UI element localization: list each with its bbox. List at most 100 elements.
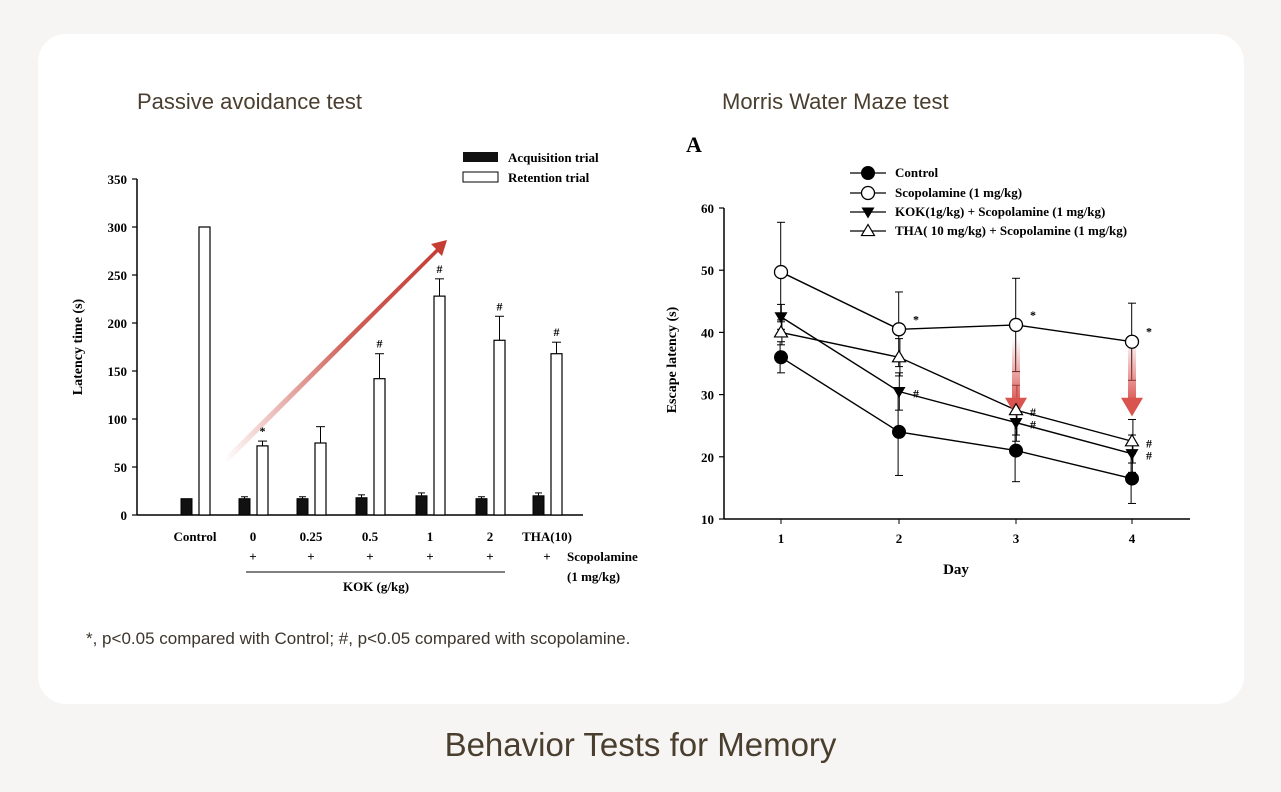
line-x-tick-label: 4: [1129, 531, 1136, 546]
content-card: [38, 34, 1244, 704]
panel-letter-label: A: [686, 132, 702, 157]
series-marker: [774, 350, 788, 365]
retention-bar: [256, 445, 269, 516]
passive-avoidance-title: Passive avoidance test: [137, 89, 363, 114]
series-marker: [773, 264, 789, 280]
bar-category-label: 0.25: [300, 529, 323, 544]
retention-significance-mark: #: [377, 337, 383, 351]
bar-category-label: 1: [427, 529, 434, 544]
bar-category-label: Control: [173, 529, 216, 544]
series-line: [780, 316, 1133, 455]
significance-mark: #: [1146, 449, 1152, 463]
series-line: [780, 331, 1133, 442]
series-marker: [1125, 471, 1139, 486]
legend-retention-swatch: [462, 171, 499, 183]
bar-y-axis-label: Latency time (s): [71, 298, 86, 395]
line-x-tick-label: 2: [896, 531, 903, 546]
legend-label: THA( 10 mg/kg) + Scopolamine (1 mg/kg): [895, 223, 1127, 238]
scopolamine-plus-mark: +: [249, 549, 256, 564]
scopolamine-plus-mark: +: [543, 549, 550, 564]
bar-y-tick-label: 300: [108, 220, 128, 235]
retention-bar: [433, 295, 446, 516]
retention-bar: [373, 378, 386, 516]
legend-marker: [860, 185, 876, 201]
significance-mark: #: [1146, 436, 1152, 450]
bar-y-tick-label: 150: [108, 364, 128, 379]
acquisition-bar: [475, 498, 488, 516]
scopolamine-plus-mark: +: [426, 549, 433, 564]
legend-marker: [860, 223, 876, 237]
scopolamine-plus-mark: +: [486, 549, 493, 564]
line-x-tick-label: 3: [1013, 531, 1020, 546]
series-marker: [891, 349, 907, 363]
legend-marker: [861, 207, 875, 219]
series-line: [780, 271, 1133, 343]
scopolamine-plus-mark: +: [366, 549, 373, 564]
significance-mark: *: [913, 312, 919, 326]
significance-mark: #: [1030, 405, 1036, 419]
bar-category-label: THA(10): [522, 529, 572, 544]
retention-significance-mark: *: [260, 424, 266, 438]
retention-bar: [550, 353, 563, 516]
series-marker: [892, 424, 906, 439]
series-marker: [892, 386, 906, 398]
bar-y-tick-label: 350: [108, 172, 128, 187]
retention-bar: [198, 226, 211, 516]
series-marker: [774, 312, 788, 324]
line-y-tick-label: 20: [701, 450, 714, 465]
series-marker: [1124, 433, 1140, 447]
significance-mark: *: [1030, 308, 1036, 322]
significance-mark: #: [913, 386, 919, 400]
scopolamine-plus-mark: +: [307, 549, 314, 564]
kok-group-label: KOK (g/kg): [343, 579, 409, 594]
bar-y-tick-label: 50: [114, 460, 127, 475]
acquisition-bar: [532, 495, 545, 516]
line-y-tick-label: 50: [701, 263, 714, 278]
acquisition-bar: [238, 498, 251, 516]
scopolamine-label: Scopolamine: [567, 549, 638, 564]
series-marker: [1124, 334, 1140, 349]
legend-acquisition-swatch: [463, 152, 498, 162]
legend-label: Scopolamine (1 mg/kg): [895, 185, 1022, 200]
retention-bar: [493, 339, 506, 516]
significance-mark: #: [1030, 418, 1036, 432]
bar-y-tick-label: 200: [108, 316, 128, 331]
decrease-arrow-head: [1121, 397, 1143, 417]
increasing-trend-arrow: [224, 240, 447, 462]
line-y-tick-label: 10: [701, 512, 714, 527]
series-marker: [1009, 418, 1023, 430]
legend-marker: [861, 166, 875, 180]
line-x-axis-label: Day: [943, 562, 969, 578]
acquisition-bar: [296, 498, 309, 516]
line-y-axis-label: Escape latency (s): [665, 306, 680, 413]
legend-label: KOK(1g/kg) + Scopolamine (1 mg/kg): [895, 204, 1105, 219]
series-line: [780, 356, 1133, 480]
retention-bar: [314, 442, 327, 516]
series-marker: [773, 324, 789, 338]
line-x-tick-label: 1: [778, 531, 785, 546]
legend-label: Control: [895, 165, 938, 180]
scopolamine-dose-label: (1 mg/kg): [567, 569, 620, 584]
significance-mark: *: [1146, 325, 1152, 339]
water-maze-title: Morris Water Maze test: [722, 89, 949, 114]
bar-category-label: 0.5: [362, 529, 379, 544]
bar-y-tick-label: 250: [108, 268, 128, 283]
page-caption: Behavior Tests for Memory: [444, 726, 837, 763]
legend-retention-label: Retention trial: [508, 170, 590, 185]
line-y-tick-label: 60: [701, 201, 714, 216]
bar-y-tick-label: 0: [121, 508, 128, 523]
significance-footnote: *, p<0.05 compared with Control; #, p<0.…: [86, 629, 631, 648]
line-y-tick-label: 30: [701, 388, 714, 403]
acquisition-bar: [415, 495, 428, 516]
retention-significance-mark: #: [437, 262, 443, 276]
acquisition-bar: [180, 498, 193, 516]
retention-significance-mark: #: [554, 325, 560, 339]
legend-acquisition-label: Acquisition trial: [508, 150, 599, 165]
series-marker: [1009, 443, 1023, 458]
retention-significance-mark: #: [497, 299, 503, 313]
series-marker: [1008, 317, 1024, 333]
bar-category-label: 0: [250, 529, 257, 544]
series-marker: [1008, 402, 1024, 416]
acquisition-bar: [355, 497, 368, 516]
